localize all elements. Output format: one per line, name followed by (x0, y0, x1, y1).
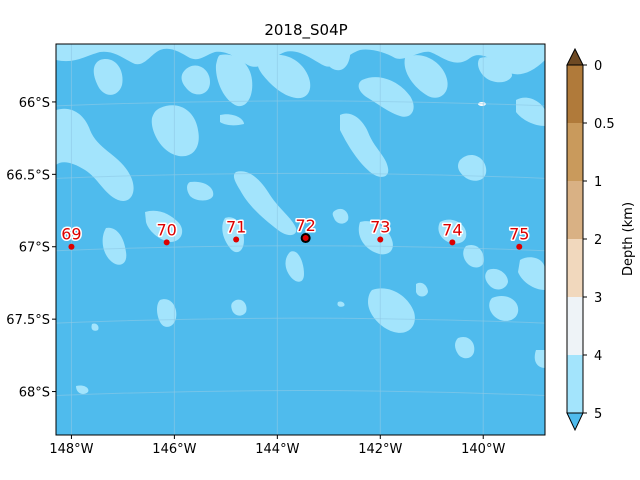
colorbar-tick-label: 0.5 (594, 117, 615, 132)
station-marker (516, 243, 523, 250)
shallow-patch (438, 219, 467, 244)
colorbar-tick-label: 2 (594, 233, 602, 248)
station-marker (163, 239, 170, 246)
shallow-patch (91, 323, 99, 331)
map-panel: 69 70 71 72 73 74 75 (55, 43, 546, 436)
lon-tick-label: 148°W (49, 442, 93, 457)
station-marker (449, 239, 456, 246)
lon-tick-label: 144°W (255, 442, 299, 457)
station-markers: 69 70 71 72 73 74 75 (60, 215, 531, 250)
colorbar-tick-label: 5 (594, 407, 602, 422)
station-marker (233, 236, 240, 243)
shallow-patch (233, 171, 297, 236)
shallow-patch (220, 114, 244, 126)
shallow-patch (187, 181, 214, 201)
shallow-patch (231, 299, 247, 316)
shallow-patch (222, 217, 244, 253)
depth-colorbar: 0 0.5 1 2 3 4 5 Depth (km) (566, 47, 636, 432)
station-marker (68, 243, 75, 250)
shallow-patch (416, 282, 428, 297)
shallow-patch (518, 257, 545, 290)
deep-water-background (56, 44, 545, 435)
colorbar-band (567, 239, 583, 298)
station-marker (377, 236, 384, 243)
figure-title: 2018_S04P (264, 21, 347, 40)
parallel-line (56, 390, 545, 397)
shallow-patch (215, 54, 253, 107)
shallow-patch (340, 113, 389, 177)
map-frame (55, 43, 546, 436)
lon-tick-label: 146°W (152, 442, 196, 457)
lat-tick-label: 68°S (19, 386, 50, 401)
shallow-patch (257, 54, 311, 99)
colorbar-tick-label: 1 (594, 175, 602, 190)
lon-tick-label: 142°W (358, 442, 402, 457)
shallow-patch (76, 385, 89, 394)
shallow-patch (93, 59, 123, 95)
shallow-patch (102, 227, 127, 265)
parallel-line (56, 100, 545, 107)
parallel-line (56, 245, 545, 252)
station-label: 69 (61, 225, 81, 244)
station-label: 74 (442, 220, 462, 239)
colorbar-over-arrow (566, 47, 584, 66)
shallow-patch (332, 208, 349, 224)
parallel-line (56, 172, 545, 179)
station-label: 71 (226, 218, 246, 237)
colorbar-band (567, 181, 583, 240)
lat-tick-label: 66.5°S (6, 168, 50, 183)
latitude-axis: 66°S 66.5°S 67°S 67.5°S 68°S (6, 96, 56, 401)
shallow-patch (478, 57, 512, 83)
shallow-patch (485, 268, 508, 290)
shallow-patch (285, 251, 304, 282)
parallel-line (56, 317, 545, 324)
lon-tick-label: 140°W (461, 442, 505, 457)
shallow-patch (358, 77, 414, 117)
shallow-patch (458, 154, 487, 181)
shallow-patch (151, 105, 199, 157)
shallow-patch (534, 350, 545, 368)
station-label: 72 (295, 216, 315, 235)
shallow-patch (368, 288, 415, 333)
shallow-patch (56, 108, 134, 201)
colorbar-label: Depth (km) (621, 202, 636, 276)
station-label: 70 (156, 220, 176, 239)
shallow-patch (463, 244, 484, 268)
station-label: 73 (370, 218, 390, 237)
shallow-patch (325, 45, 351, 71)
colorbar-tick-label: 0 (594, 59, 602, 74)
station-label: 75 (509, 225, 529, 244)
station-marker-highlight (300, 233, 311, 244)
colorbar-tick-label: 3 (594, 291, 602, 306)
shallow-patch (56, 44, 545, 75)
shallow-patch (145, 210, 183, 242)
colorbar-under-arrow (566, 412, 584, 432)
colorbar-band (567, 297, 583, 356)
colorbar-band (567, 123, 583, 182)
colorbar-band (567, 65, 583, 124)
shallow-patch (337, 301, 345, 307)
graticule (56, 44, 545, 435)
shallow-patch (455, 336, 475, 359)
shallow-bathymetry-patches (56, 44, 545, 394)
shallow-patch (181, 65, 210, 95)
shallow-patch (489, 295, 519, 321)
lat-tick-label: 67.5°S (6, 313, 50, 328)
lat-tick-label: 67°S (19, 241, 50, 256)
shallow-patch (404, 55, 448, 98)
colorbar-band (567, 355, 583, 414)
lat-tick-label: 66°S (19, 96, 50, 111)
colorbar-tick-label: 4 (594, 349, 602, 364)
longitude-axis: 148°W 146°W 144°W 142°W 140°W (49, 435, 505, 457)
